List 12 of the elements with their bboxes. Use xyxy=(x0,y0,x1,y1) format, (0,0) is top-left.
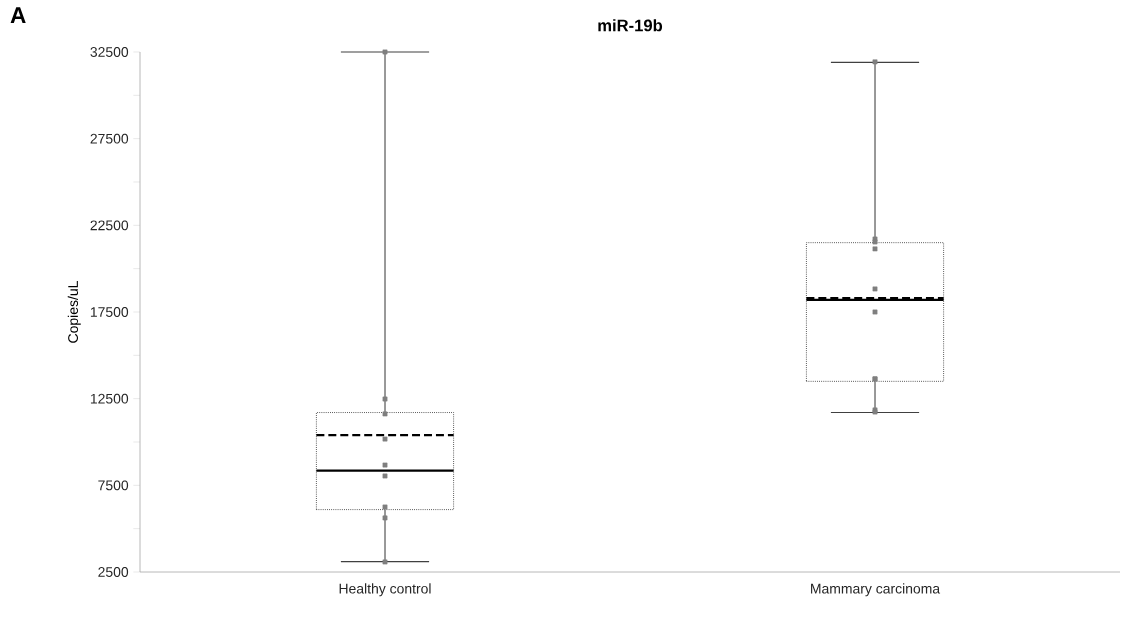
x-tick-label: Mammary carcinoma xyxy=(811,583,941,597)
y-tick-label: 17500 xyxy=(90,307,129,317)
x-tick-label: Healthy control xyxy=(339,583,431,597)
y-tick-label: 32500 xyxy=(90,47,129,57)
chart-title: miR-19b xyxy=(598,19,663,32)
text: A xyxy=(10,7,26,23)
y-tick-label: 22500 xyxy=(90,220,129,231)
y-axis-title: Copies/uL xyxy=(67,281,81,343)
y-tick-label: 2500 xyxy=(98,567,129,577)
y-tick-label: 27500 xyxy=(90,133,129,144)
y-tick-label: 12500 xyxy=(90,393,129,404)
y-tick-label: 7500 xyxy=(98,480,129,491)
